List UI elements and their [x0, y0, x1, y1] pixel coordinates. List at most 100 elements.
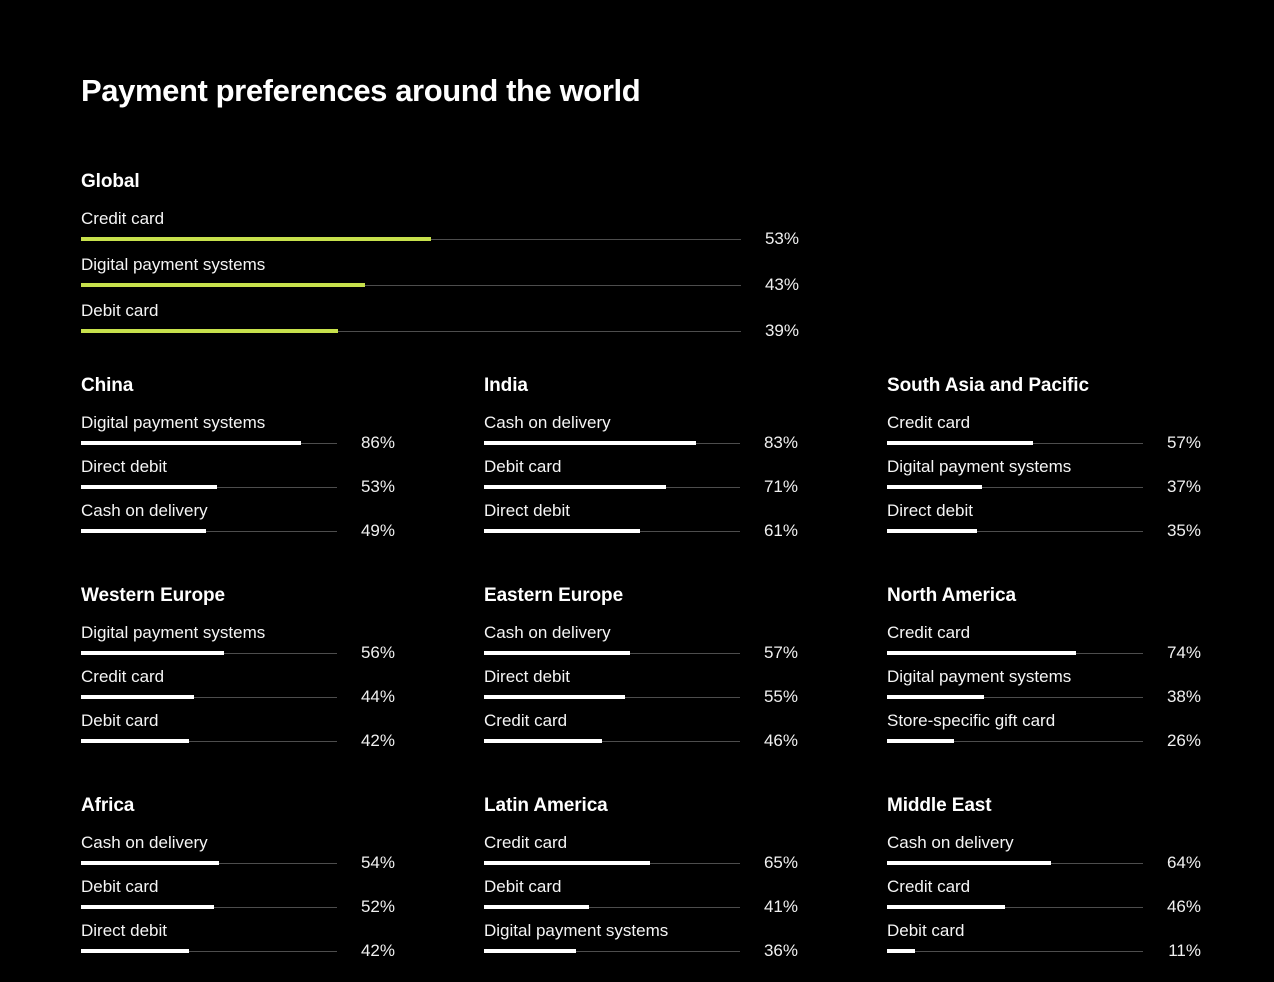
bar-track — [81, 441, 337, 445]
bar-track — [887, 485, 1143, 489]
bar-row: Digital payment systems 36% — [484, 921, 800, 960]
bar-value: 86% — [360, 433, 395, 452]
bar-label: Debit card — [81, 711, 159, 730]
bar-row: Credit card 53% — [81, 209, 1196, 248]
bar-label: Cash on delivery — [81, 501, 208, 520]
bar-row: Credit card 65% — [484, 833, 800, 872]
bar-value: 26% — [1166, 731, 1201, 750]
bar-track — [484, 441, 740, 445]
bar-fill — [81, 485, 217, 489]
bar-row: Cash on delivery 54% — [81, 833, 397, 872]
bar-row: Credit card 44% — [81, 667, 397, 706]
bar-value: 39% — [764, 321, 799, 340]
region-title: China — [81, 375, 134, 396]
bar-track — [484, 651, 740, 655]
bar-value: 42% — [360, 731, 395, 750]
bar-fill — [484, 651, 630, 655]
bar-label: Credit card — [887, 877, 971, 896]
bar-left: Digital payment systems — [81, 623, 337, 655]
bar-label: Cash on delivery — [81, 833, 208, 852]
bar-track — [887, 695, 1143, 699]
bar-fill — [887, 949, 916, 953]
bar-value: 56% — [360, 643, 395, 662]
bar-label: Credit card — [81, 667, 165, 686]
bar-row: Cash on delivery 57% — [484, 623, 800, 662]
bar-fill — [81, 441, 302, 445]
bar-label: Debit card — [81, 877, 159, 896]
bar-left: Digital payment systems — [887, 457, 1143, 489]
bar-value: 42% — [360, 941, 395, 960]
bar-track — [81, 739, 337, 743]
bar-fill — [81, 949, 189, 953]
bar-row: Direct debit 53% — [81, 457, 397, 496]
region-rows: Digital payment systems 86% Direct debit… — [81, 413, 397, 540]
bar-fill — [81, 739, 189, 743]
bar-value: 65% — [763, 853, 798, 872]
region-rows: Cash on delivery 57% Direct debit 55% Cr… — [484, 623, 800, 750]
bar-value: 71% — [763, 477, 798, 496]
bar-label: Direct debit — [81, 457, 167, 476]
bar-value: 35% — [1166, 521, 1201, 540]
bar-fill — [81, 695, 194, 699]
bar-left: Cash on delivery — [81, 501, 337, 533]
page-title: Payment preferences around the world — [81, 73, 641, 108]
region-section: North America Credit card 74% Digital pa… — [887, 585, 1203, 755]
bar-label: Direct debit — [484, 667, 570, 686]
bar-fill — [484, 905, 589, 909]
bar-label: Digital payment systems — [81, 413, 266, 432]
bar-left: Credit card — [887, 413, 1143, 445]
bar-track — [484, 485, 740, 489]
global-section-slot: Global Credit card 53% Digital payment s… — [81, 171, 1196, 340]
bar-row: Credit card 46% — [887, 877, 1203, 916]
bar-left: Store-specific gift card — [887, 711, 1143, 743]
bar-value: 41% — [763, 897, 798, 916]
bar-label: Credit card — [887, 413, 971, 432]
bar-left: Credit card — [81, 209, 741, 241]
bar-label: Debit card — [81, 301, 159, 320]
bar-fill — [81, 329, 339, 333]
region-section: South Asia and Pacific Credit card 57% D… — [887, 375, 1203, 545]
region-section: China Digital payment systems 86% Direct… — [81, 375, 397, 545]
bar-left: Direct debit — [81, 457, 337, 489]
bar-value: 11% — [1168, 941, 1201, 960]
bar-label: Debit card — [484, 457, 562, 476]
bar-track — [484, 949, 740, 953]
bar-label: Digital payment systems — [81, 255, 266, 274]
bar-row: Debit card 52% — [81, 877, 397, 916]
bar-row: Digital payment systems 86% — [81, 413, 397, 452]
bar-fill — [887, 861, 1051, 865]
region-title: Western Europe — [81, 585, 225, 606]
bar-left: Digital payment systems — [81, 255, 741, 287]
bar-fill — [887, 695, 985, 699]
bar-fill — [484, 739, 602, 743]
bar-label: Credit card — [887, 623, 971, 642]
bar-value: 74% — [1166, 643, 1201, 662]
bar-label: Direct debit — [484, 501, 570, 520]
bar-row: Credit card 57% — [887, 413, 1203, 452]
bar-fill — [887, 739, 954, 743]
bar-label: Direct debit — [81, 921, 167, 940]
bar-left: Cash on delivery — [484, 623, 740, 655]
bar-fill — [887, 529, 977, 533]
region-title: Eastern Europe — [484, 585, 624, 606]
bar-left: Credit card — [484, 833, 740, 865]
regions-grid: China Digital payment systems 86% Direct… — [81, 375, 1201, 965]
bar-row: Direct debit 55% — [484, 667, 800, 706]
bar-track — [887, 651, 1143, 655]
region-section: Latin America Credit card 65% Debit card… — [484, 795, 800, 965]
bar-left: Debit card — [887, 921, 1143, 953]
bar-value: 36% — [763, 941, 798, 960]
region-title: Middle East — [887, 795, 992, 816]
bar-fill — [81, 237, 431, 241]
bar-fill — [887, 441, 1033, 445]
bar-label: Digital payment systems — [81, 623, 266, 642]
bar-track — [81, 905, 337, 909]
bar-row: Digital payment systems 38% — [887, 667, 1203, 706]
bar-track — [887, 905, 1143, 909]
region-rows: Cash on delivery 54% Debit card 52% Dire… — [81, 833, 397, 960]
bar-track — [887, 861, 1143, 865]
bar-value: 49% — [360, 521, 395, 540]
bar-fill — [484, 485, 666, 489]
bar-value: 61% — [763, 521, 798, 540]
bar-row: Debit card 71% — [484, 457, 800, 496]
